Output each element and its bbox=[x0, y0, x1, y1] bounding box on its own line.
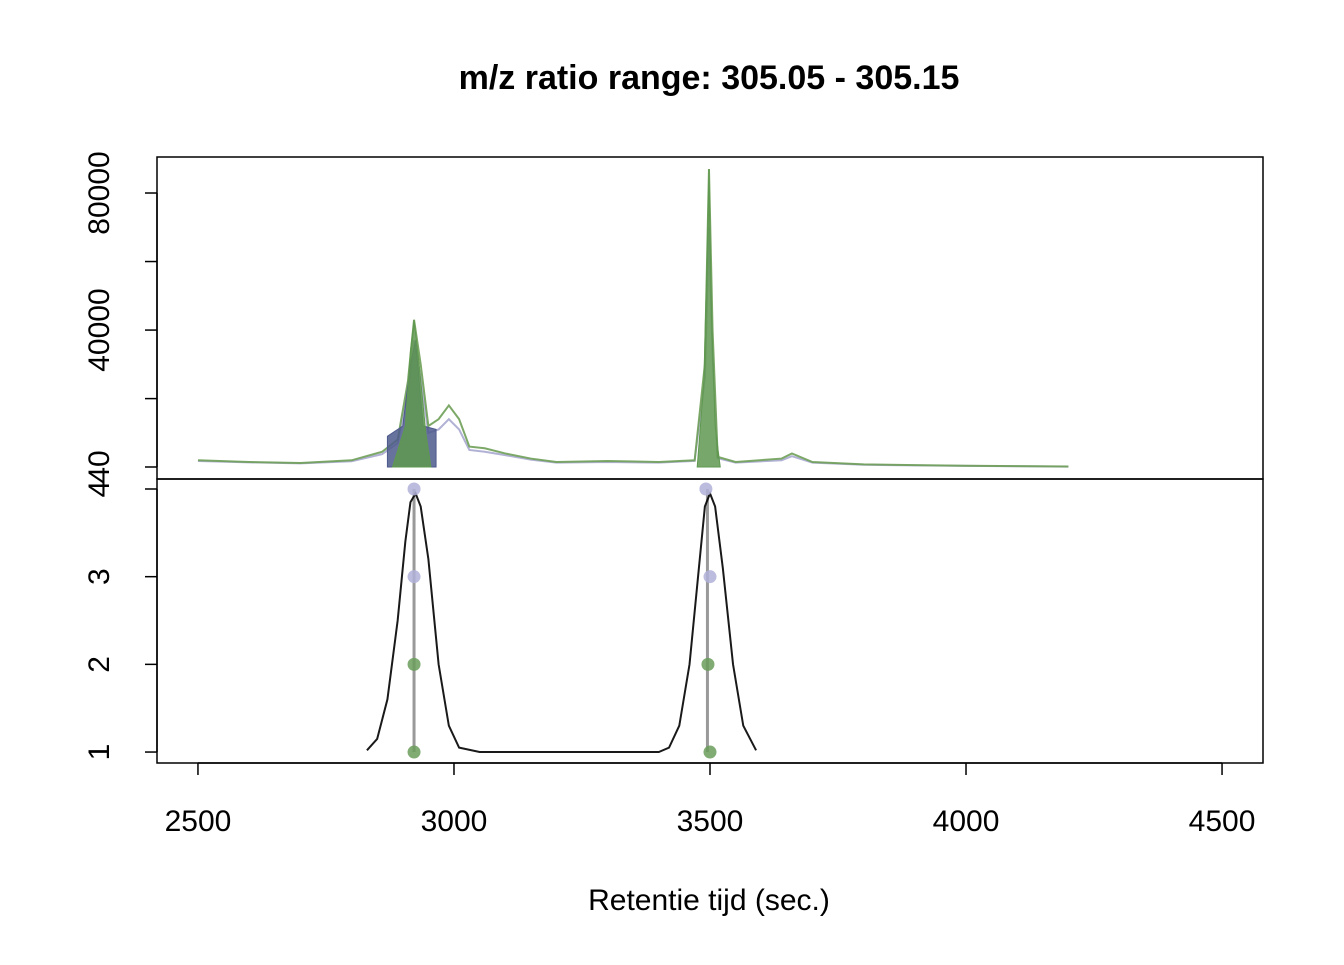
point bbox=[407, 570, 421, 584]
point bbox=[407, 657, 421, 671]
y-tick-label: 1 bbox=[83, 744, 116, 761]
point bbox=[699, 482, 713, 496]
y-tick-label: 80000 bbox=[83, 151, 116, 234]
series-line bbox=[197, 169, 1069, 468]
point bbox=[407, 482, 421, 496]
peak-area bbox=[391, 319, 432, 468]
series-line bbox=[197, 227, 1069, 468]
chart-title: m/z ratio range: 305.05 - 305.15 bbox=[459, 59, 960, 97]
x-tick-label: 4500 bbox=[1189, 805, 1256, 838]
series-line bbox=[366, 490, 757, 754]
x-tick-label: 4000 bbox=[933, 805, 1000, 838]
point bbox=[703, 745, 717, 759]
point bbox=[701, 657, 715, 671]
y-tick-label: 40000 bbox=[83, 288, 116, 371]
x-tick-label: 2500 bbox=[165, 805, 232, 838]
peak-area bbox=[696, 169, 721, 468]
y-tick-label: 3 bbox=[83, 568, 116, 585]
y-tick-label: 40 bbox=[83, 450, 116, 483]
point bbox=[703, 570, 717, 584]
y-tick-label: 4 bbox=[83, 481, 116, 498]
y-tick-label: 2 bbox=[83, 656, 116, 673]
x-tick-label: 3000 bbox=[421, 805, 488, 838]
x-axis-label: Retentie tijd (sec.) bbox=[588, 884, 830, 917]
plot-frame bbox=[156, 478, 1264, 764]
x-tick-label: 3500 bbox=[677, 805, 744, 838]
point bbox=[407, 745, 421, 759]
